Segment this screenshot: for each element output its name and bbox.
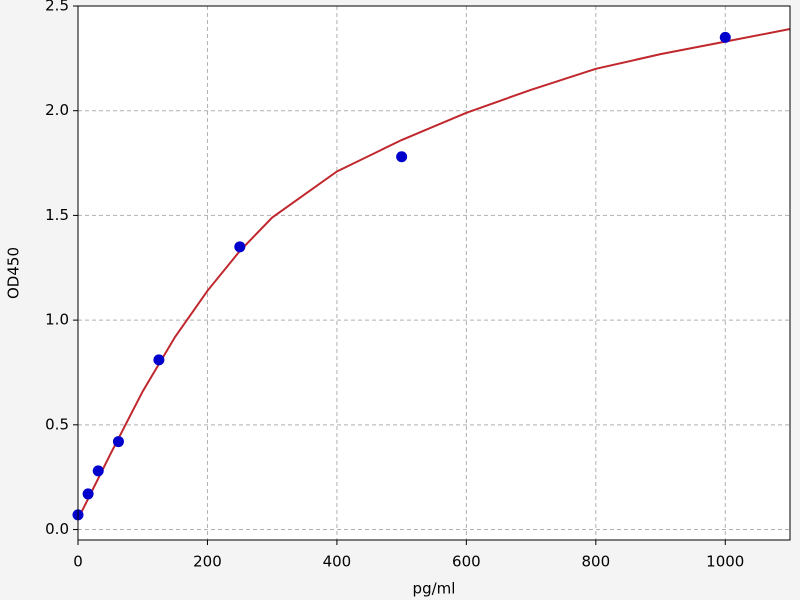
y-tick-label: 0.0 xyxy=(45,520,69,538)
data-point xyxy=(112,436,124,448)
data-point xyxy=(153,354,165,366)
x-tick-label: 600 xyxy=(452,553,481,571)
x-tick-label: 800 xyxy=(581,553,610,571)
x-tick-label: 200 xyxy=(193,553,222,571)
data-point xyxy=(234,241,246,253)
x-tick-label: 400 xyxy=(323,553,352,571)
x-tick-label: 0 xyxy=(73,553,83,571)
data-point xyxy=(92,465,104,477)
x-axis-label: pg/ml xyxy=(413,580,456,598)
plot-background xyxy=(78,6,790,540)
y-tick-label: 2.0 xyxy=(45,101,69,119)
y-tick-label: 0.5 xyxy=(45,415,69,433)
axes-frame xyxy=(77,5,791,541)
y-tick-label: 1.0 xyxy=(45,311,69,329)
data-point xyxy=(719,31,731,43)
data-point xyxy=(82,488,94,500)
y-tick-label: 2.5 xyxy=(45,0,69,15)
data-point xyxy=(396,151,408,163)
y-tick-label: 1.5 xyxy=(45,206,69,224)
fit-curve xyxy=(77,28,791,520)
y-axis-label: OD450 xyxy=(5,247,23,299)
x-tick-label: 1000 xyxy=(706,553,744,571)
